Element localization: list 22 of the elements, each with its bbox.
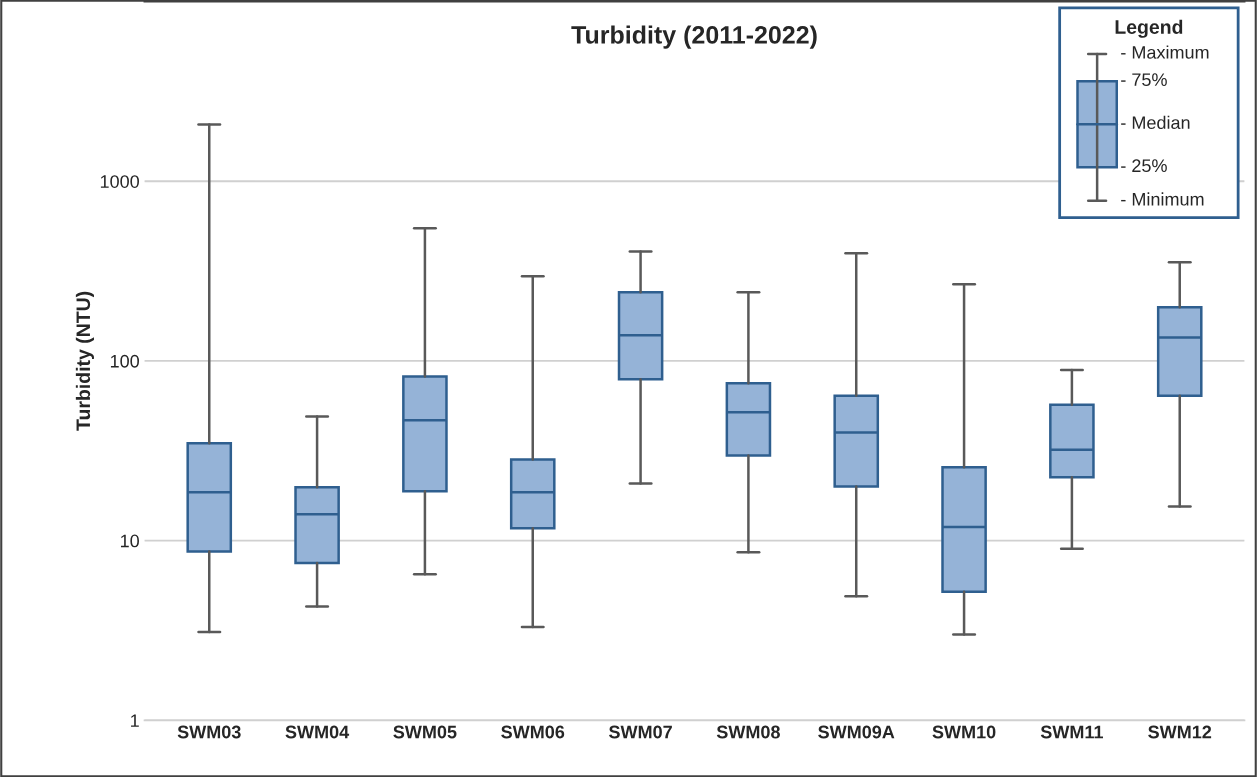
annotation: - Maximum (1121, 45, 1209, 59)
annotation: - 25% (1121, 159, 1167, 173)
y-tick-label: 100 (110, 354, 139, 368)
y-tick-label: 10 (120, 534, 139, 548)
x-tick-label: SWM11 (1040, 725, 1104, 739)
annotation: - Median (1121, 115, 1190, 130)
x-tick-label: SWM06 (501, 725, 565, 739)
y-tick-label: 1000 (100, 175, 139, 188)
annotation: - Minimum (1121, 192, 1204, 206)
y-tick-label: 1 (131, 714, 139, 727)
x-tick-label: SWM10 (932, 725, 996, 739)
text: Turbidity (2011-2022) (571, 25, 817, 49)
x-tick-label: SWM03 (177, 725, 241, 739)
x-tick-label: SWM08 (716, 725, 780, 739)
x-tick-label: SWM05 (393, 725, 457, 739)
y-axis-title: Turbidity (NTU) (75, 291, 94, 431)
x-tick-label: SWM09A (818, 725, 895, 739)
annotation: - 75% (1121, 73, 1167, 87)
x-tick-label: SWM04 (285, 725, 350, 739)
legend-title: Legend (1115, 19, 1183, 38)
x-tick-label: SWM07 (608, 725, 672, 739)
x-tick-label: SWM12 (1148, 725, 1212, 739)
